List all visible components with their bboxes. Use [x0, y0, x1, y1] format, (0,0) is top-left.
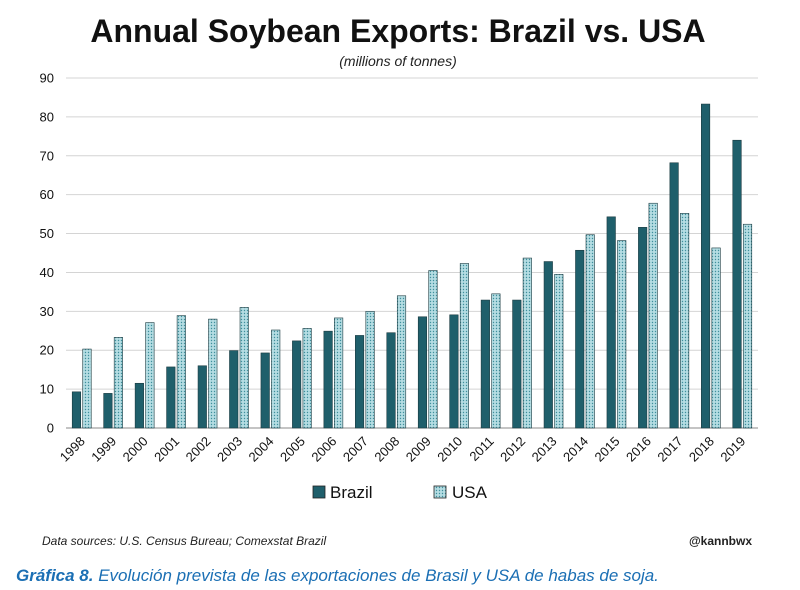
bar-usa-2012	[522, 257, 532, 429]
bar-brazil-2004	[260, 352, 270, 429]
x-tick-label: 1998	[57, 434, 88, 465]
x-tick-label: 2000	[120, 434, 151, 465]
bar-brazil-2000	[134, 382, 144, 429]
bar-brazil-2005	[292, 340, 302, 429]
x-tick-label: 2008	[371, 434, 402, 465]
bar-usa-2017	[680, 213, 690, 429]
x-tick-label: 2017	[654, 434, 685, 465]
bar-usa-2005	[302, 328, 312, 429]
bar-brazil-1999	[103, 393, 113, 429]
bar-usa-2006	[334, 317, 344, 429]
legend: Brazil USA	[312, 483, 488, 502]
caption-lead: Gráfica 8.	[16, 566, 94, 585]
bar-usa-2009	[428, 270, 438, 429]
legend-label-brazil: Brazil	[330, 483, 373, 502]
bar-usa-2018	[711, 247, 721, 429]
x-tick-label: 2018	[686, 434, 717, 465]
chart-title: Annual Soybean Exports: Brazil vs. USA	[90, 13, 705, 49]
chart: Annual Soybean Exports: Brazil vs. USA (…	[40, 13, 758, 548]
x-tick-label: 2015	[592, 434, 623, 465]
bar-usa-2011	[491, 293, 501, 429]
x-tick-label: 2006	[308, 434, 339, 465]
x-tick-label: 2002	[183, 434, 214, 465]
x-tick-label: 2013	[529, 434, 560, 465]
x-tick-label: 2011	[466, 434, 496, 464]
bars	[71, 103, 753, 429]
legend-label-usa: USA	[452, 483, 488, 502]
bar-usa-2016	[648, 202, 658, 429]
bar-usa-2010	[459, 263, 469, 429]
bar-usa-2000	[145, 322, 155, 429]
y-tick-label: 20	[40, 343, 54, 358]
x-tick-label: 2019	[717, 434, 748, 465]
x-tick-label: 2001	[151, 434, 182, 465]
bar-brazil-2016	[638, 227, 648, 429]
bar-brazil-2019	[732, 139, 742, 429]
y-tick-label: 70	[40, 148, 54, 163]
bar-brazil-2002	[197, 365, 207, 429]
bar-usa-2013	[554, 274, 564, 429]
x-tick-label: 2014	[560, 434, 591, 465]
data-source-note: Data sources: U.S. Census Bureau; Comexs…	[42, 534, 326, 548]
bar-brazil-2010	[449, 314, 459, 429]
bar-usa-1998	[82, 348, 92, 429]
author-handle: @kannbwx	[689, 534, 752, 548]
bar-usa-2008	[396, 295, 407, 429]
x-tick-label: 2016	[623, 434, 654, 465]
y-tick-label: 50	[40, 226, 54, 241]
y-tick-label: 40	[40, 265, 54, 280]
bar-brazil-2014	[575, 249, 585, 429]
y-tick-label: 80	[40, 109, 54, 124]
y-tick-label: 90	[40, 71, 54, 86]
bar-usa-2014	[585, 234, 595, 429]
x-tick-label: 2005	[277, 434, 308, 465]
legend-swatch-brazil	[312, 485, 326, 499]
bar-brazil-2017	[669, 162, 679, 429]
x-tick-label: 2009	[403, 434, 434, 465]
bar-usa-2015	[617, 240, 627, 429]
y-tick-label: 60	[40, 187, 54, 202]
caption-text: Evolución prevista de las exportaciones …	[93, 566, 659, 585]
bar-brazil-2003	[229, 350, 239, 429]
x-tick-label: 2012	[497, 434, 528, 465]
bar-brazil-1998	[71, 391, 82, 429]
x-tick-label: 1999	[88, 434, 119, 465]
bar-usa-2019	[742, 223, 753, 429]
bar-brazil-2012	[512, 299, 522, 429]
legend-swatch-usa	[433, 485, 447, 499]
bar-usa-2001	[176, 315, 186, 429]
bar-brazil-2018	[701, 103, 711, 429]
x-axis: 1998 1999 2000 2001 2002 2003 2004 2005 2006 2007…	[57, 434, 749, 465]
bar-brazil-2001	[166, 366, 176, 429]
bar-brazil-2009	[417, 316, 428, 429]
y-tick-label: 30	[40, 304, 54, 319]
y-tick-label: 10	[40, 382, 54, 397]
x-tick-label: 2003	[214, 434, 245, 465]
bar-brazil-2011	[480, 299, 490, 429]
bar-usa-2004	[271, 329, 281, 429]
bar-usa-2002	[208, 318, 218, 429]
bar-usa-2007	[365, 311, 375, 429]
bar-brazil-2008	[386, 332, 396, 429]
x-tick-label: 2007	[340, 434, 371, 465]
figure-caption: Gráfica 8. Evolución prevista de las exp…	[16, 566, 659, 586]
chart-subtitle: (millions of tonnes)	[339, 53, 457, 69]
y-axis: 0 10 20 30 40 50 60 70 80 90	[40, 71, 54, 436]
bar-brazil-2015	[606, 216, 616, 429]
x-tick-label: 2010	[434, 434, 465, 465]
bar-brazil-2007	[355, 335, 365, 429]
bar-brazil-2013	[543, 261, 553, 429]
bar-usa-2003	[239, 307, 249, 429]
bar-usa-1999	[113, 337, 123, 429]
x-tick-label: 2004	[246, 434, 277, 465]
y-tick-label: 0	[47, 421, 54, 436]
bar-brazil-2006	[323, 330, 333, 429]
